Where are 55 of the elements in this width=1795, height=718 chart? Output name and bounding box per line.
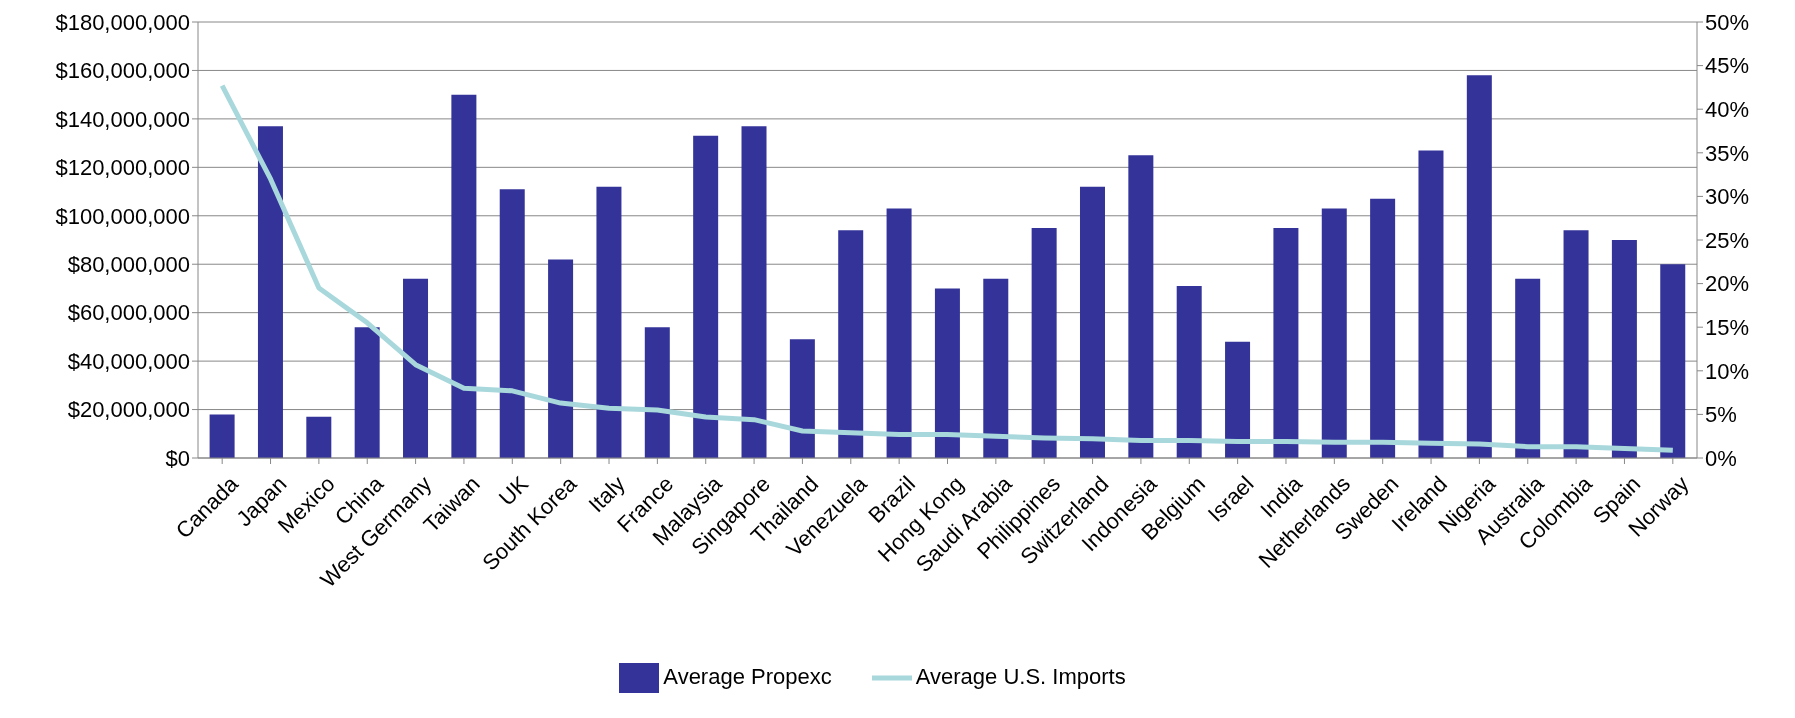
bar — [209, 414, 235, 458]
bar — [838, 230, 864, 458]
bar — [741, 126, 767, 458]
bar — [1176, 286, 1202, 458]
y-tick-label: $180,000,000 — [55, 9, 190, 35]
y-tick-label: $80,000,000 — [67, 252, 190, 278]
y2-tick-label: 15% — [1705, 315, 1750, 341]
y2-tick-label: 50% — [1705, 9, 1750, 35]
y-tick-label: $20,000,000 — [67, 397, 190, 423]
bar — [886, 208, 912, 458]
bar — [1031, 227, 1057, 458]
bar — [354, 327, 380, 458]
bar — [1225, 341, 1251, 458]
y-tick-label: $100,000,000 — [55, 203, 190, 229]
bar — [499, 189, 525, 458]
bar — [1466, 75, 1492, 458]
bar — [1515, 278, 1541, 458]
y-tick-label: $40,000,000 — [67, 348, 190, 374]
legend-label: Average Propexc — [663, 663, 832, 689]
bar — [1611, 240, 1637, 458]
y2-tick-label: 45% — [1705, 53, 1750, 79]
bar — [934, 288, 960, 458]
bar — [1273, 227, 1299, 458]
bar — [257, 126, 283, 458]
y2-tick-label: 0% — [1705, 445, 1737, 471]
y2-tick-label: 40% — [1705, 97, 1750, 123]
legend-label: Average U.S. Imports — [915, 663, 1126, 689]
y-tick-label: $60,000,000 — [67, 300, 190, 326]
bar — [1079, 186, 1105, 458]
bar — [1128, 155, 1154, 458]
y2-tick-label: 10% — [1705, 358, 1750, 384]
bar — [644, 327, 670, 458]
bar — [983, 278, 1009, 458]
bar — [1418, 150, 1444, 458]
y2-tick-label: 5% — [1705, 402, 1737, 428]
x-tick-label: UK — [493, 470, 534, 511]
bar — [548, 259, 574, 458]
y-tick-label: $160,000,000 — [55, 58, 190, 84]
bar — [596, 186, 622, 458]
bar — [1370, 198, 1396, 458]
y2-tick-label: 35% — [1705, 140, 1750, 166]
bar — [1660, 264, 1686, 458]
y-tick-label: $0 — [165, 445, 190, 471]
y2-tick-label: 20% — [1705, 271, 1750, 297]
y2-tick-label: 30% — [1705, 184, 1750, 210]
bar — [306, 416, 332, 458]
bar — [693, 135, 719, 458]
bar — [1563, 230, 1589, 458]
bar — [451, 94, 477, 458]
y2-tick-label: 25% — [1705, 227, 1750, 253]
y-tick-label: $140,000,000 — [55, 106, 190, 132]
bar — [403, 278, 429, 458]
bar — [789, 339, 815, 458]
y-tick-label: $120,000,000 — [55, 155, 190, 181]
bar — [1321, 208, 1347, 458]
